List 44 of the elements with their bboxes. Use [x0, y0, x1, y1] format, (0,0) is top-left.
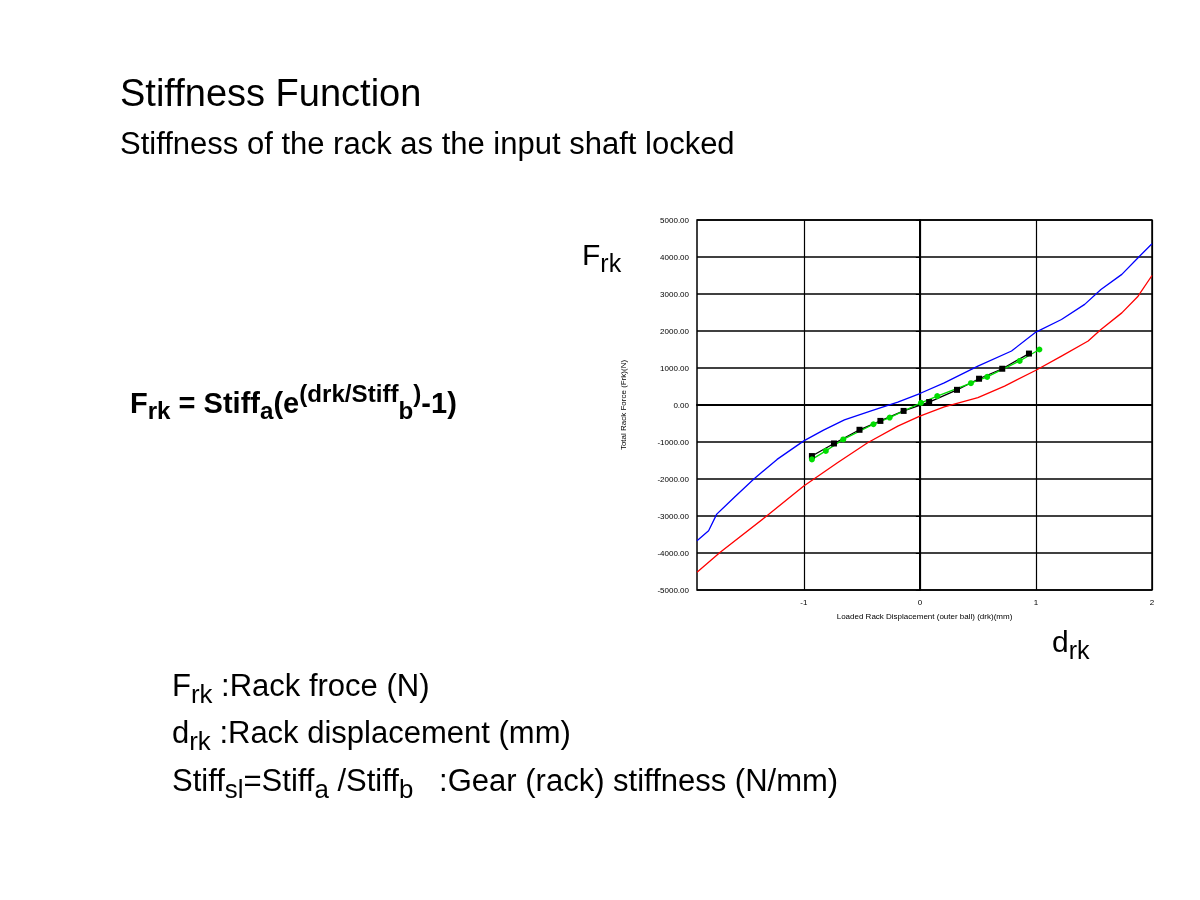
line-series	[696, 274, 1153, 573]
point	[1016, 357, 1023, 364]
point	[856, 426, 863, 433]
point	[967, 380, 974, 387]
x-tick-label: 2	[1149, 597, 1155, 607]
y-tick-label: -5000.00	[657, 585, 690, 595]
point	[870, 421, 877, 428]
point	[1036, 346, 1043, 353]
text: d$_{rk}$ :Rack displacement (mm)	[172, 715, 571, 757]
y-tick-label: 1000.00	[660, 363, 690, 373]
x-tick-label: -1	[800, 597, 808, 607]
text: d$_{rk}$	[1052, 625, 1090, 665]
y-tick-label: 3000.00	[660, 289, 690, 299]
y-tick-label: 0.00	[673, 400, 690, 410]
x-axis-title: Loaded Rack Displacement (outer ball) (drk)(mm)	[836, 611, 1013, 621]
point	[976, 375, 983, 382]
text: F$_{rk}$	[582, 238, 622, 278]
point	[900, 407, 907, 414]
point	[830, 440, 837, 447]
text: Stiffness of the rack as the input shaft locked	[120, 126, 735, 162]
text: F$_{rk}$ :Rack froce (N)	[172, 668, 430, 710]
x-tick-label: 1	[1033, 597, 1039, 607]
y-tick-label: 5000.00	[660, 215, 690, 225]
point	[1025, 350, 1032, 357]
y-tick-label: -4000.00	[657, 548, 690, 558]
point	[877, 417, 884, 424]
point	[984, 373, 991, 380]
line-series	[696, 243, 1153, 542]
y-axis-title: Total Rack Force (Frk)(N)	[618, 359, 628, 451]
text: Stiff$_{sl}$=Stiff$_{a}$ /Stiff$_{b}$ :Gear (rack) stiffness (N/mm)	[172, 763, 839, 805]
point	[840, 436, 847, 443]
point	[886, 414, 893, 421]
point	[918, 399, 925, 406]
point	[822, 447, 829, 454]
y-tick-label: 2000.00	[660, 326, 690, 336]
y-tick-label: 4000.00	[660, 252, 690, 262]
y-tick-label: -3000.00	[657, 511, 690, 521]
point	[934, 393, 941, 400]
y-tick-label: -1000.00	[657, 437, 690, 447]
text: Stiffness Function	[120, 72, 422, 115]
y-tick-label: -2000.00	[657, 474, 690, 484]
point	[954, 386, 960, 393]
x-tick-label: 0	[917, 597, 923, 607]
point	[999, 365, 1006, 372]
